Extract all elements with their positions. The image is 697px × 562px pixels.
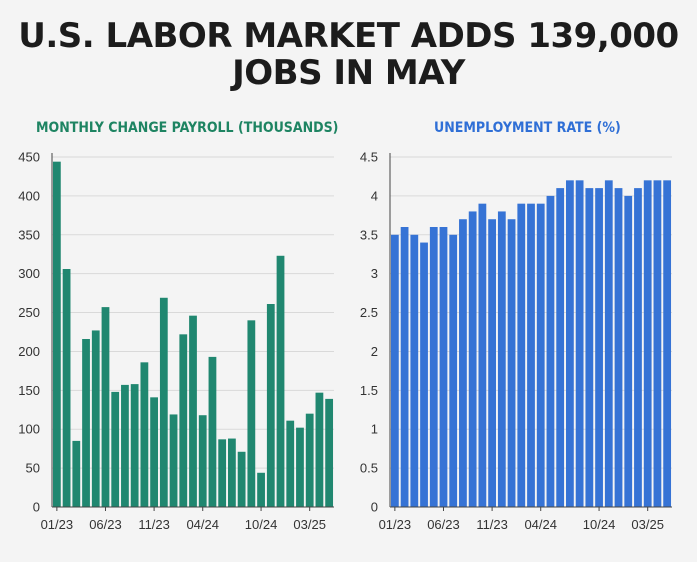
unemployment-bar (507, 219, 516, 507)
headline: U.S. LABOR MARKET ADDS 139,000 JOBS IN M… (0, 18, 697, 92)
payroll-bar (325, 398, 334, 507)
payroll-x-tick-label: 06/23 (89, 517, 122, 532)
unemployment-chart-title: UNEMPLOYMENT RATE (%) (434, 120, 621, 136)
unemployment-y-tick-label: 1.5 (360, 383, 378, 398)
payroll-bar (62, 269, 71, 507)
payroll-bar (296, 427, 304, 507)
unemployment-bar (643, 180, 652, 508)
payroll-bar (189, 315, 197, 507)
unemployment-bar (634, 188, 642, 507)
payroll-y-tick-label: 0 (33, 500, 40, 515)
unemployment-x-tick-label: 03/25 (631, 517, 664, 532)
unemployment-x-tick-label: 10/24 (583, 517, 616, 532)
payroll-y-tick-label: 450 (18, 150, 40, 165)
unemployment-y-tick-label: 2 (371, 344, 378, 359)
payroll-y-tick-label: 150 (18, 383, 40, 398)
unemployment-bar (575, 180, 584, 508)
payroll-bar (247, 320, 256, 507)
payroll-y-tick-label: 200 (18, 344, 40, 359)
payroll-y-tick-label: 350 (18, 227, 40, 242)
payroll-x-tick-label: 01/23 (41, 517, 74, 532)
unemployment-bar (410, 234, 419, 507)
payroll-chart: MONTHLY CHANGE PAYROLL (THOUSANDS) 0 50 10… (0, 120, 350, 540)
payroll-y-tick-label: 250 (18, 305, 40, 320)
payroll-x-tick-label: 04/24 (186, 517, 219, 532)
payroll-bar (159, 297, 168, 507)
unemployment-bar (556, 188, 565, 507)
payroll-bar (82, 339, 90, 507)
unemployment-y-tick-label: 4.5 (360, 150, 378, 165)
unemployment-bar (420, 242, 428, 508)
payroll-bar (266, 304, 275, 507)
unemployment-bar (527, 203, 535, 507)
unemployment-bar (614, 188, 623, 507)
payroll-y-tick-label: 50 (26, 461, 40, 476)
payroll-x-tick-label: 10/24 (245, 517, 278, 532)
unemployment-x-tick-label: 01/23 (379, 517, 412, 532)
payroll-bar (140, 362, 149, 507)
unemployment-y-tick-label: 0.5 (360, 461, 378, 476)
payroll-bar (237, 451, 246, 507)
unemployment-bar (390, 234, 399, 507)
unemployment-bar (459, 219, 467, 507)
unemployment-bar (400, 227, 409, 507)
unemployment-chart-plot: 0 0.5 1 1.5 2 2.5 3 3.5 4 4.5 01/23 06/23 11/23 04/24… (360, 150, 672, 532)
payroll-bar (276, 255, 285, 507)
unemployment-bar (497, 211, 506, 507)
payroll-bar (150, 397, 158, 507)
payroll-bar (218, 439, 227, 507)
payroll-bar (286, 420, 295, 507)
payroll-y-tick-label: 400 (18, 188, 40, 203)
payroll-x-tick-label: 11/23 (138, 517, 170, 532)
payroll-bar (257, 472, 265, 507)
unemployment-bar (653, 180, 662, 508)
unemployment-bar (604, 180, 613, 508)
unemployment-bar (478, 203, 487, 507)
payroll-bar (169, 414, 178, 507)
unemployment-bar (517, 203, 526, 507)
unemployment-y-tick-label: 3 (371, 266, 378, 281)
unemployment-bar (536, 203, 545, 507)
payroll-x-tick-label: 03/25 (293, 517, 326, 532)
payroll-y-tick-label: 100 (18, 422, 40, 437)
payroll-bar (198, 415, 207, 507)
unemployment-x-tick-label: 06/23 (427, 517, 460, 532)
unemployment-y-tick-label: 4 (371, 188, 378, 203)
payroll-chart-title: MONTHLY CHANGE PAYROLL (THOUSANDS) (36, 120, 339, 136)
payroll-bar (111, 391, 120, 507)
headline-line-2: JOBS IN MAY (232, 53, 465, 93)
payroll-bar (179, 334, 188, 507)
payroll-bar (130, 384, 139, 507)
payroll-bar (101, 307, 110, 507)
payroll-y-tick-label: 300 (18, 266, 40, 281)
payroll-bar (228, 438, 236, 507)
unemployment-y-tick-label: 2.5 (360, 305, 378, 320)
unemployment-chart: UNEMPLOYMENT RATE (%) 0 0.5 1 1.5 2 2.5 3 3.5 4 4… (350, 120, 697, 540)
unemployment-x-tick-label: 04/24 (524, 517, 557, 532)
payroll-bar (121, 384, 129, 507)
unemployment-bar (429, 227, 438, 507)
payroll-bar (72, 440, 81, 507)
headline-line-1: U.S. LABOR MARKET ADDS 139,000 (18, 16, 679, 56)
payroll-bar (52, 161, 61, 507)
unemployment-bar (663, 180, 672, 508)
payroll-bar (208, 356, 217, 507)
unemployment-bar (546, 195, 555, 507)
unemployment-bar (566, 180, 574, 508)
unemployment-y-tick-label: 1 (371, 422, 378, 437)
unemployment-bar (595, 188, 603, 507)
payroll-bar (305, 413, 314, 507)
unemployment-bar (585, 188, 594, 507)
unemployment-bar (624, 195, 633, 507)
payroll-bar (315, 392, 324, 507)
payroll-bar (91, 330, 100, 507)
unemployment-y-tick-label: 0 (371, 500, 378, 515)
unemployment-y-tick-label: 3.5 (360, 227, 378, 242)
unemployment-bar (468, 211, 477, 507)
unemployment-bar (439, 227, 448, 507)
payroll-chart-plot: 0 50 100 150 200 250 300 350 400 450 01/23 06/23 11/… (18, 150, 334, 532)
unemployment-bar (488, 219, 496, 507)
unemployment-bar (449, 234, 458, 507)
unemployment-x-tick-label: 11/23 (476, 517, 508, 532)
